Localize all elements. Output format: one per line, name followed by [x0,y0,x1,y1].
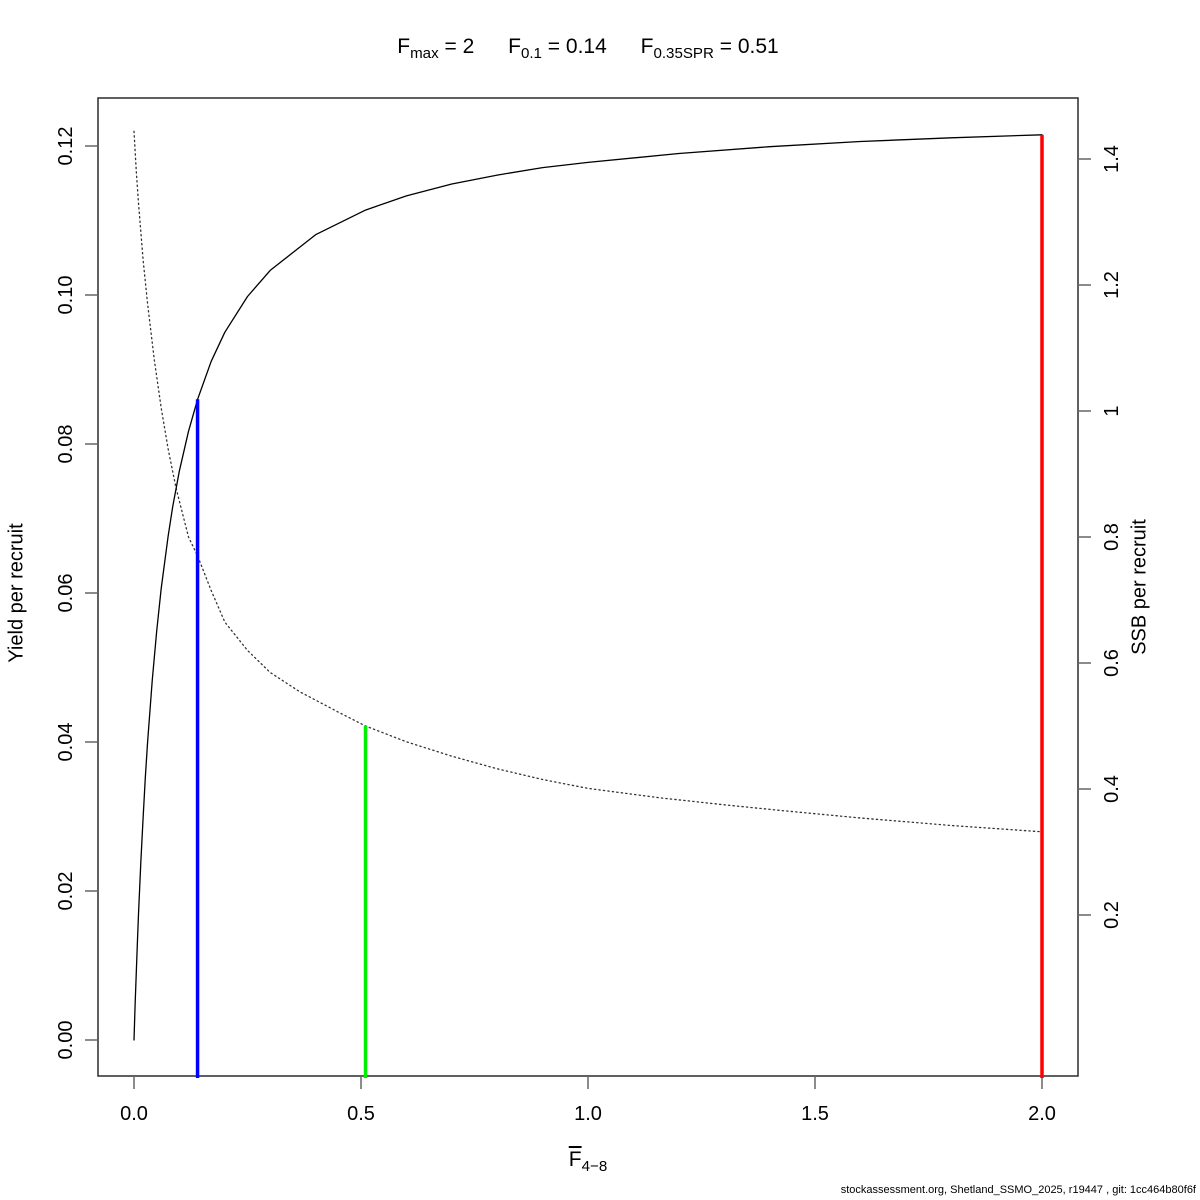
ssb-per-recruit-curve [133,130,1043,833]
x-axis-title: F4−8 [568,1148,608,1176]
y-right-tick-label: 0.6 [1101,649,1123,677]
y-right-tick-label: 0.4 [1101,775,1123,803]
yield-per-recruit-curve [133,134,1043,1041]
x-tick-label: 0.5 [347,1103,375,1125]
y-right-tick-label: 1.2 [1101,271,1123,299]
x-tick-label: 1.5 [801,1103,829,1125]
x-tick-label: 1.0 [574,1103,602,1125]
x-tick-label: 0.0 [120,1103,148,1125]
plot-box [97,97,1079,1077]
y-right-tick-label: 1.4 [1101,145,1123,173]
y-left-tick-label: 0.06 [55,574,77,613]
y-right-tick-label: 0.2 [1101,901,1123,929]
y-left-tick-label: 0.04 [55,723,77,762]
y-left-tick-label: 0.12 [55,127,77,166]
y-axis-left-title: Yield per recruit [5,523,28,663]
y-right-tick-label: 0.8 [1101,523,1123,551]
footer-credit: stockassessment.org, Shetland_SSMO_2025,… [840,1184,1196,1196]
fmax-formula: Fmax = 2 [397,35,475,63]
x-tick-label: 2.0 [1028,1103,1056,1125]
f035spr-formula: F0.35SPR = 0.51 [640,35,779,63]
y-left-tick-label: 0.00 [55,1021,77,1060]
y-left-tick-label: 0.02 [55,872,77,911]
f01-formula: F0.1 = 0.14 [508,35,607,63]
chart-title: Fmax = 2 F0.1 = 0.14 F0.35SPR = 0.51 [383,35,792,63]
y-right-tick-label: 1 [1101,405,1123,416]
y-axis-right-title: SSB per recruit [1128,519,1151,655]
y-left-tick-label: 0.10 [55,276,77,315]
y-left-tick-label: 0.08 [55,425,77,464]
